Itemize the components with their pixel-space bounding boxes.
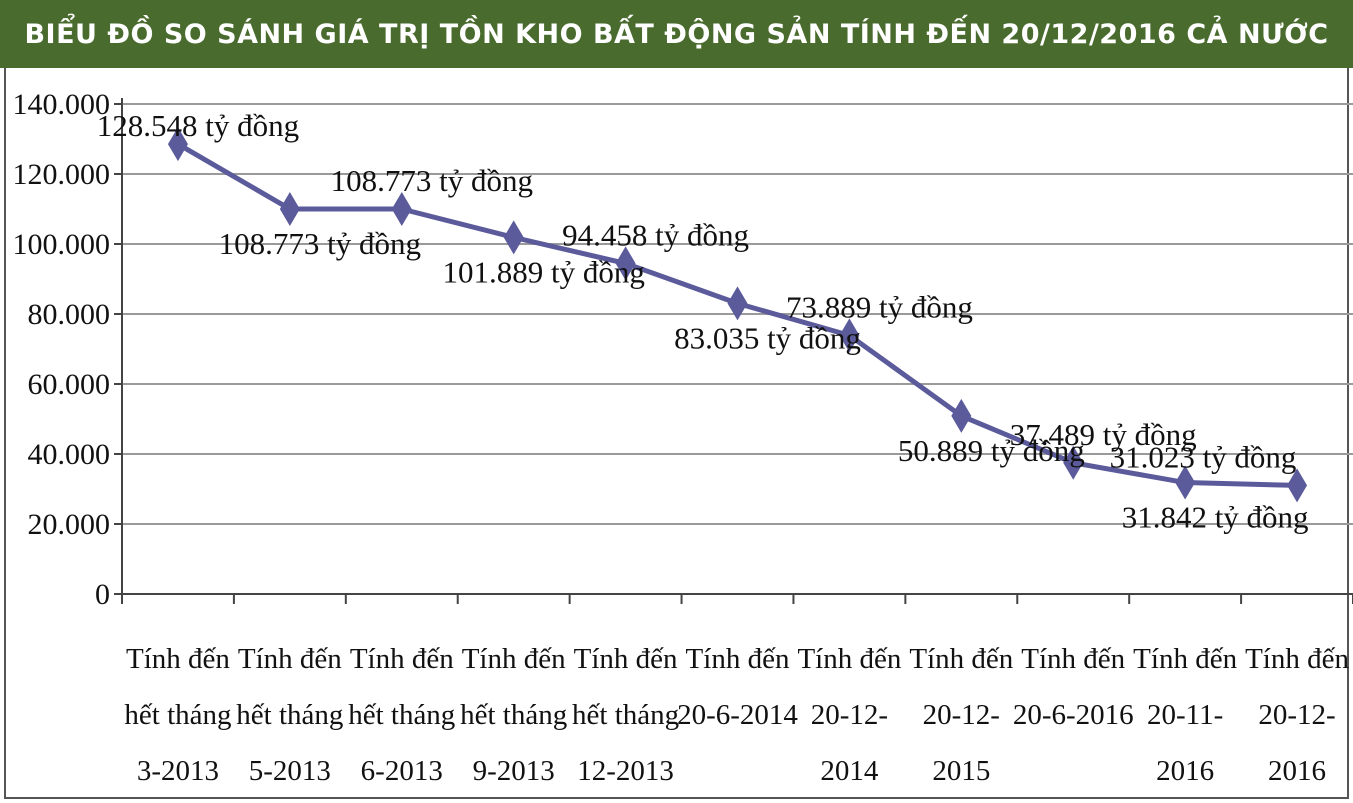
data-label: 128.548 tỷ đồng (97, 108, 299, 143)
data-point-marker (727, 286, 748, 321)
data-point-marker (1287, 468, 1308, 503)
y-tick-label: 120.000 (13, 158, 111, 191)
data-label: 50.889 tỷ đồng (898, 433, 1085, 468)
x-tick-label: Tính đến hết tháng 9-2013 (460, 643, 567, 787)
x-tick-label: Tính đến 20-12-2016 (1245, 643, 1349, 787)
y-tick-label: 140.000 (13, 88, 111, 121)
x-tick-label: Tính đến 20-12-2015 (909, 643, 1013, 787)
data-label: 108.773 tỷ đồng (331, 163, 533, 198)
data-label: 108.773 tỷ đồng (219, 226, 421, 261)
x-tick-label: Tính đến 20-11-2016 (1133, 643, 1237, 787)
data-point-marker (279, 192, 300, 226)
data-label: 94.458 tỷ đồng (562, 217, 749, 252)
data-point-marker (167, 127, 188, 162)
data-label: 31.842 tỷ đồng (1122, 500, 1309, 535)
data-label: 37.489 tỷ đồng (1010, 417, 1197, 452)
data-point-marker (391, 192, 412, 226)
x-tick-label: Tính đến 20-12-2014 (797, 643, 901, 787)
data-label: 83.035 tỷ đồng (674, 320, 861, 355)
y-tick-label: 80.000 (28, 298, 111, 331)
x-tick-label: Tính đến hết tháng 3-2013 (124, 643, 231, 787)
y-tick-label: 60.000 (28, 368, 111, 401)
x-tick-label: Tính đến hết tháng 5-2013 (236, 643, 343, 787)
data-point-marker (1175, 465, 1196, 500)
plot-border (4, 68, 1349, 799)
y-tick-label: 100.000 (13, 228, 111, 261)
x-tick-label: Tính đến hết tháng 12-2013 (572, 643, 679, 787)
data-label: 31.023 tỷ đồng (1110, 439, 1297, 474)
data-point-marker (615, 246, 636, 281)
data-label: 73.889 tỷ đồng (786, 289, 973, 324)
x-tick-label: Tính đến 20-6-2014 (677, 643, 798, 731)
data-point-marker (951, 398, 972, 433)
data-point-marker (839, 318, 860, 353)
x-tick-label: Tính đến 20-6-2016 (1013, 643, 1134, 731)
y-tick-label: 0 (95, 578, 110, 611)
y-tick-label: 40.000 (28, 438, 111, 471)
y-tick-label: 20.000 (28, 508, 111, 541)
chart-title: BIỂU ĐỒ SO SÁNH GIÁ TRỊ TỒN KHO BẤT ĐỘNG… (0, 0, 1353, 68)
x-tick-label: Tính đến hết tháng 6-2013 (348, 643, 455, 787)
data-label: 101.889 tỷ đồng (442, 254, 644, 289)
data-point-marker (1063, 445, 1084, 480)
data-point-marker (503, 220, 524, 255)
